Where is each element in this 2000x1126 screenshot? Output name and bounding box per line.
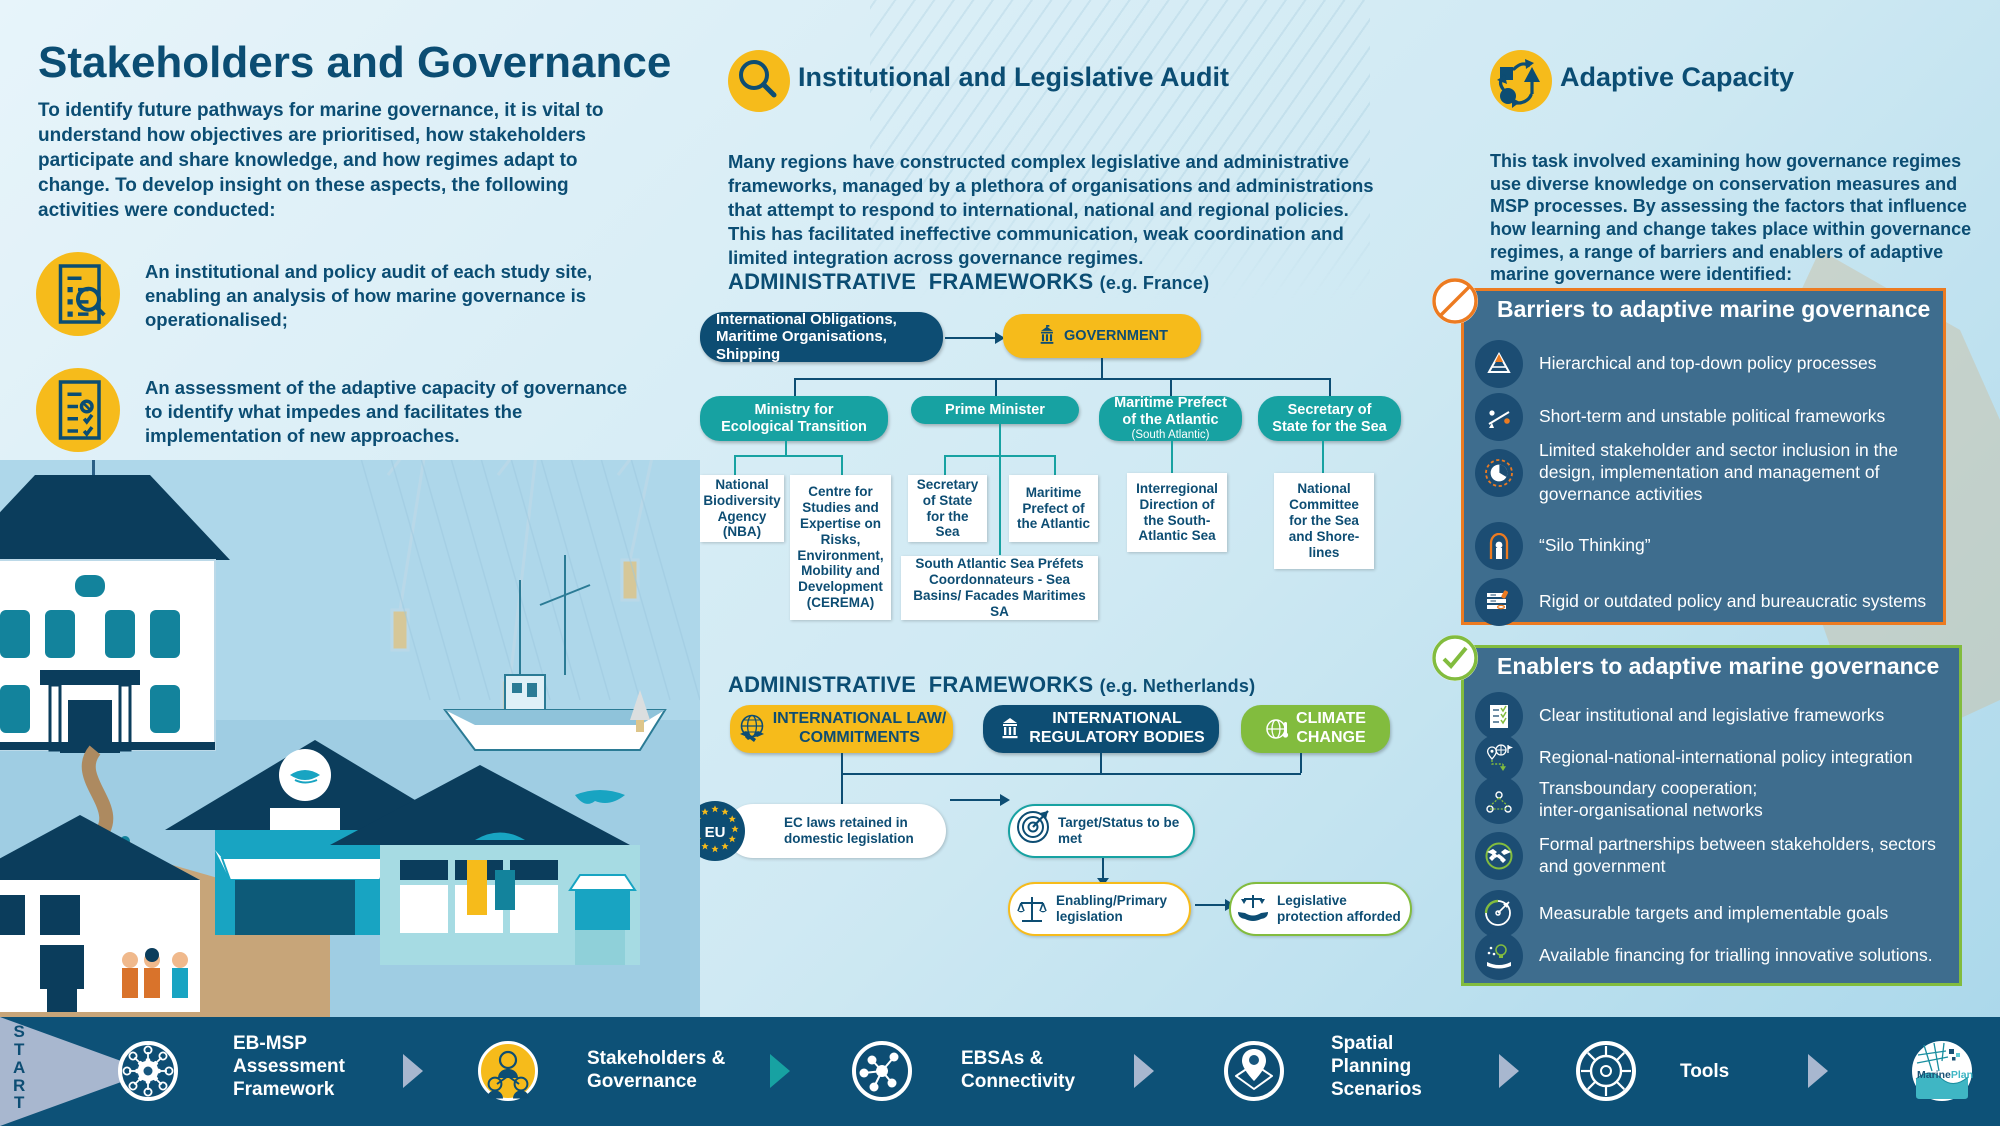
svg-text:EU: EU bbox=[705, 824, 726, 841]
